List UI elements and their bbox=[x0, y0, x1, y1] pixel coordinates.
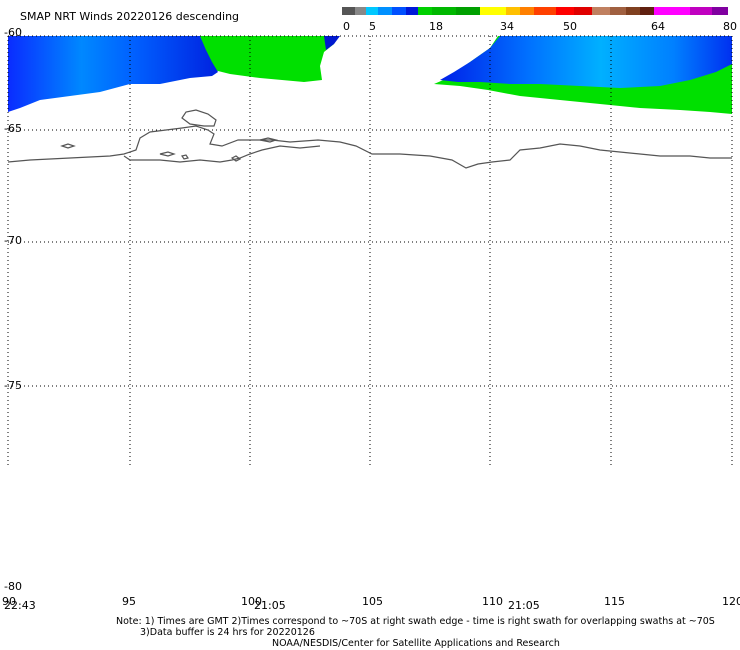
wind-swath-left-green bbox=[200, 36, 338, 82]
colorbar-segment bbox=[480, 7, 506, 15]
colorbar-segment bbox=[556, 7, 574, 15]
coastline-main bbox=[7, 125, 732, 169]
longitude-label: 105 bbox=[362, 595, 383, 608]
latitude-label: -60 bbox=[4, 26, 22, 39]
swath-time-label: 21:05 bbox=[254, 599, 286, 612]
wind-swath-left bbox=[8, 36, 340, 112]
colorbar-segment bbox=[592, 7, 610, 15]
colorbar-tick-label: 64 bbox=[651, 20, 665, 33]
coastline-islet-3 bbox=[259, 137, 279, 143]
colorbar-segment bbox=[626, 7, 640, 15]
swath-time-label: 22:43 bbox=[4, 599, 36, 612]
colorbar-segment bbox=[456, 7, 480, 15]
latitude-label: -70 bbox=[4, 234, 22, 247]
colorbar-tick-labels: 0 5 18 34 50 64 80 bbox=[343, 20, 737, 33]
colorbar-tick-label: 0 bbox=[343, 20, 350, 33]
coastline-islet-4 bbox=[181, 154, 189, 160]
coastline-islet-5 bbox=[230, 155, 242, 162]
coastline-shelf bbox=[123, 145, 321, 163]
longitude-labels: 90 95 100 105 110 115 120 bbox=[2, 595, 740, 608]
colorbar-segment bbox=[712, 7, 728, 15]
latitude-labels: -60 -65 -70 -75 -80 bbox=[4, 26, 22, 593]
colorbar-segment bbox=[640, 7, 654, 15]
colorbar-tick-label: 18 bbox=[429, 20, 443, 33]
figure-title: SMAP NRT Winds 20220126 descending bbox=[20, 10, 239, 23]
wind-swath-right bbox=[434, 36, 732, 114]
coastline-islet-2 bbox=[159, 151, 176, 157]
colorbar-segment bbox=[406, 7, 418, 15]
note-line-2: 3)Data buffer is 24 hrs for 20220126 bbox=[140, 627, 315, 638]
longitude-label: 95 bbox=[122, 595, 136, 608]
colorbar-segment bbox=[506, 7, 520, 15]
colorbar-segment bbox=[690, 7, 712, 15]
note-line-1: Note: 1) Times are GMT 2)Times correspon… bbox=[116, 616, 715, 627]
colorbar-segment bbox=[610, 7, 626, 15]
colorbar-tick-label: 34 bbox=[500, 20, 514, 33]
colorbar-tick-label: 5 bbox=[369, 20, 376, 33]
latitude-label: -75 bbox=[4, 379, 22, 392]
colorbar-segment bbox=[355, 7, 366, 15]
longitude-label: 110 bbox=[482, 595, 503, 608]
coastline bbox=[7, 109, 732, 169]
colorbar-segment bbox=[366, 7, 378, 15]
colorbar-tick-label: 50 bbox=[563, 20, 577, 33]
colorbar-segment bbox=[418, 7, 432, 15]
longitude-label: 100 bbox=[241, 595, 262, 608]
colorbar-tick-label: 80 bbox=[723, 20, 737, 33]
colorbar-segment bbox=[392, 7, 406, 15]
note-line-3: NOAA/NESDIS/Center for Satellite Applica… bbox=[272, 638, 560, 649]
colorbar-segment bbox=[432, 7, 456, 15]
wind-swath-left-blue bbox=[8, 36, 218, 112]
colorbar-segment bbox=[654, 7, 690, 15]
coastline-inlet bbox=[181, 109, 217, 127]
colorbar-segment bbox=[520, 7, 534, 15]
coastline-islet-1 bbox=[60, 143, 76, 149]
latitude-label: -80 bbox=[4, 580, 22, 593]
wind-swath-right-blue bbox=[440, 36, 732, 88]
colorbar-segment bbox=[574, 7, 592, 15]
longitude-label: 90 bbox=[2, 595, 16, 608]
colorbar-segment bbox=[378, 7, 392, 15]
latitude-label: -65 bbox=[4, 122, 22, 135]
longitude-label: 115 bbox=[604, 595, 625, 608]
colorbar-segment bbox=[342, 7, 355, 15]
swath-time-label: 21:05 bbox=[508, 599, 540, 612]
colorbar-segment bbox=[534, 7, 556, 15]
wind-speed-colorbar bbox=[342, 7, 728, 15]
wind-swath-left-edge bbox=[324, 36, 340, 50]
map-grid bbox=[7, 35, 733, 466]
swath-time-labels: 22:43 21:05 21:05 bbox=[4, 599, 540, 612]
longitude-label: 120 bbox=[722, 595, 740, 608]
